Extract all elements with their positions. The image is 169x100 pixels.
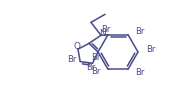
Text: Br: Br (135, 68, 144, 77)
Text: Br: Br (146, 46, 155, 54)
Text: Br: Br (91, 54, 101, 62)
Text: O: O (74, 42, 80, 51)
Text: Br: Br (101, 25, 111, 34)
Text: Br: Br (86, 63, 95, 72)
Text: Br: Br (92, 67, 101, 76)
Text: Br: Br (135, 27, 144, 36)
Text: Br: Br (67, 55, 76, 64)
Text: N: N (99, 29, 105, 38)
